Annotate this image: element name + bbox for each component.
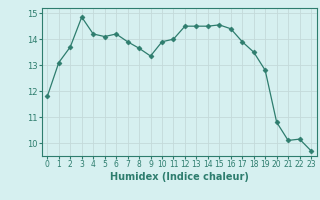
X-axis label: Humidex (Indice chaleur): Humidex (Indice chaleur) (110, 172, 249, 182)
